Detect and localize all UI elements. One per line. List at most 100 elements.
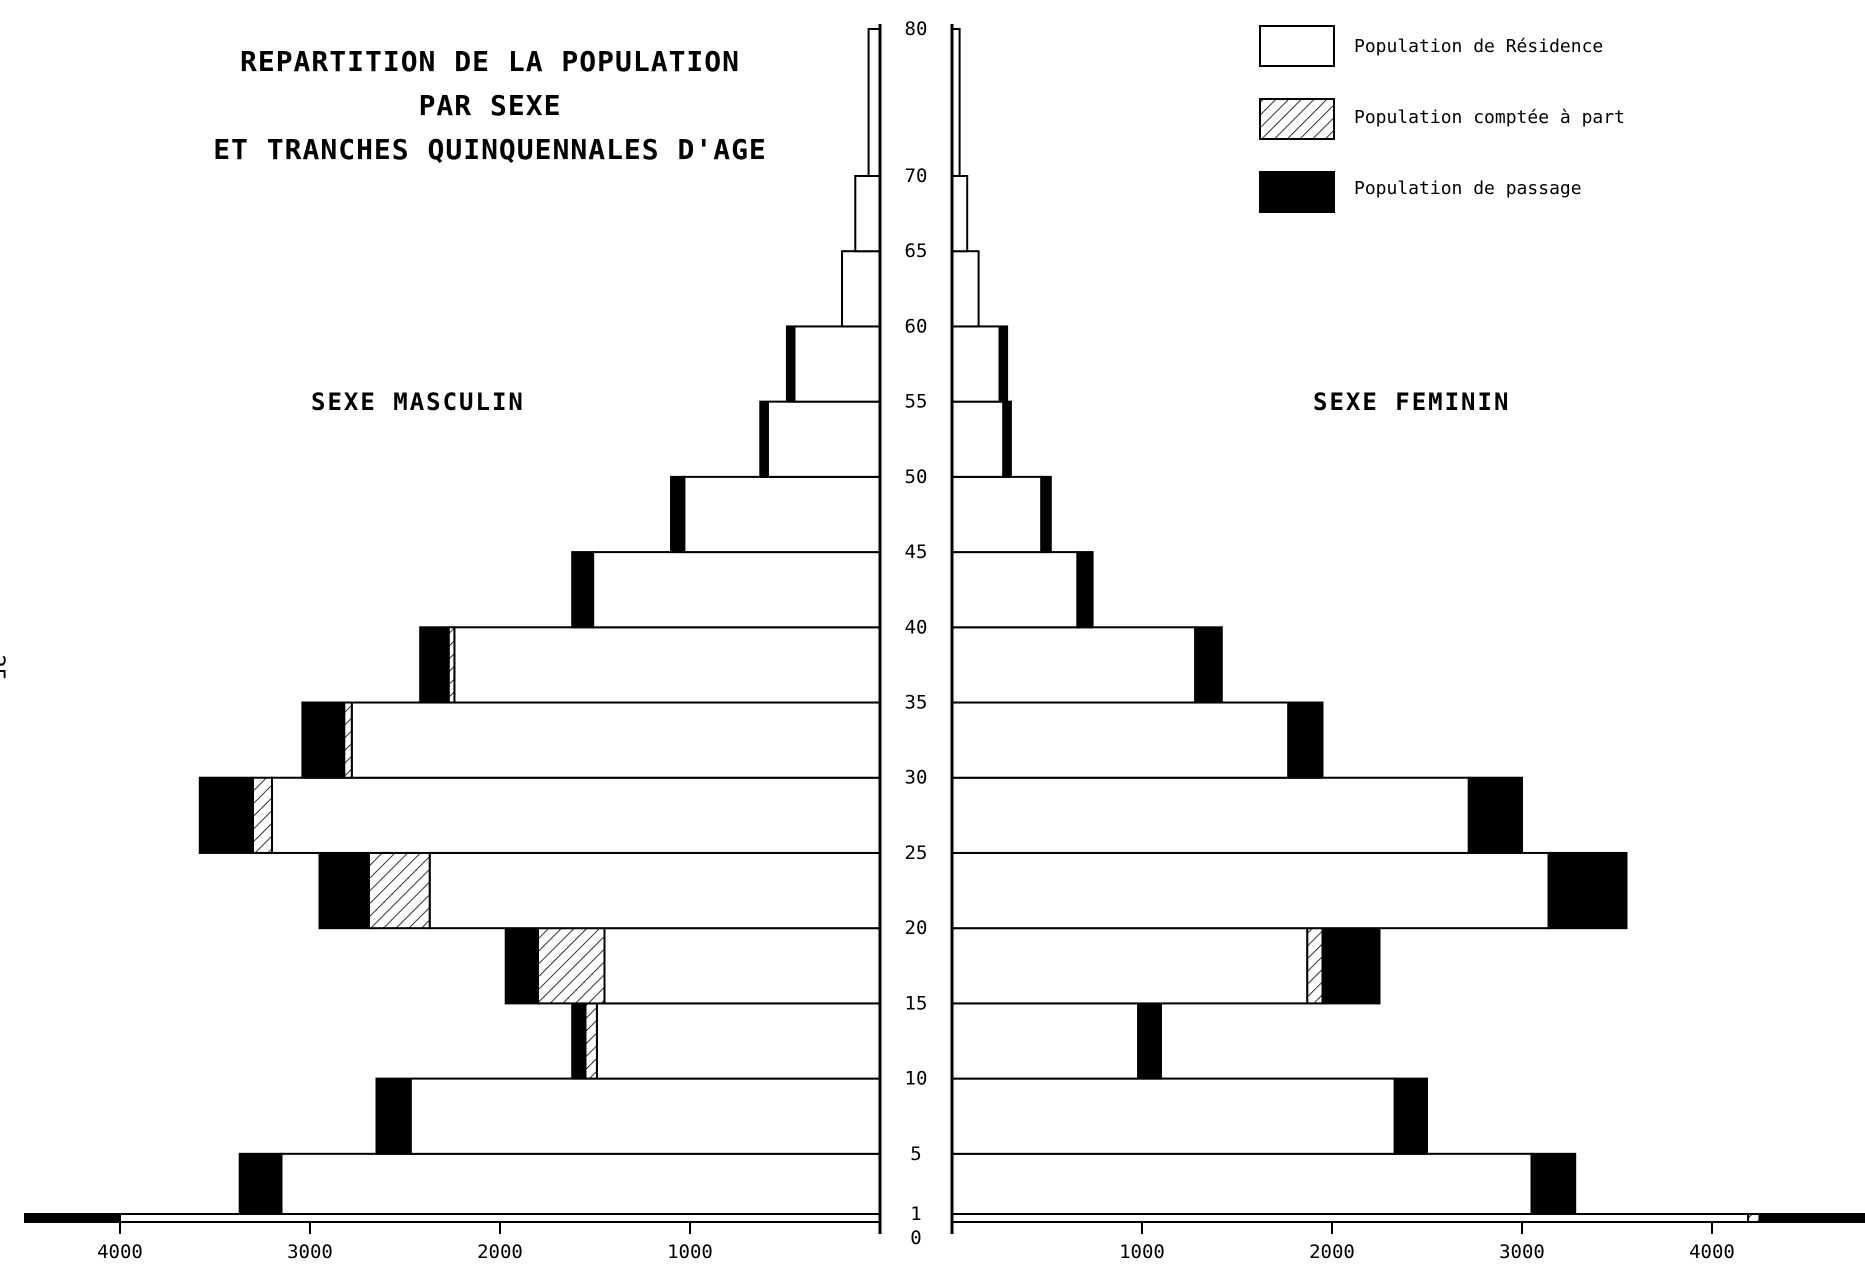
male-residence-bar-45-50 bbox=[683, 475, 881, 554]
male-residence-bar-20-25 bbox=[428, 851, 881, 930]
age-tick-label-5: 5 bbox=[910, 1143, 921, 1165]
female-passage-bar-5-10 bbox=[1393, 1077, 1428, 1155]
male-passage-bar-55-60 bbox=[785, 325, 796, 403]
female-residence-bar-50-55 bbox=[951, 400, 1005, 478]
female-passage-bar-15-20 bbox=[1321, 927, 1381, 1005]
male-passage-bar-5-10 bbox=[375, 1077, 412, 1155]
female-residence-bar-65-70 bbox=[951, 175, 969, 253]
female-residence-bar-0-1 bbox=[951, 1213, 1750, 1223]
male-passage-bar-45-50 bbox=[670, 475, 686, 554]
male-x-tick-label-2000: 2000 bbox=[477, 1241, 523, 1263]
female-apart-bar-15-20 bbox=[1306, 927, 1324, 1005]
female-residence-bar-45-50 bbox=[951, 475, 1043, 554]
female-passage-bar-10-15 bbox=[1137, 1002, 1162, 1080]
female-residence-bar-25-30 bbox=[951, 776, 1470, 854]
male-x-tick-label-4000: 4000 bbox=[97, 1241, 143, 1263]
page-number: - 25 - bbox=[0, 628, 8, 707]
male-residence-bar-10-15 bbox=[595, 1002, 882, 1080]
age-tick-label-50: 50 bbox=[905, 466, 928, 488]
male-passage-bar-20-25 bbox=[318, 851, 370, 930]
male-passage-bar-10-15 bbox=[571, 1002, 587, 1080]
age-tick-label-1: 1 bbox=[910, 1203, 921, 1225]
male-passage-bar-30-35 bbox=[301, 701, 346, 779]
female-residence-bar-55-60 bbox=[951, 325, 1001, 403]
age-tick-label-55: 55 bbox=[905, 391, 928, 413]
age-tick-label-20: 20 bbox=[905, 917, 928, 939]
chart-title: REPARTITION DE LA POPULATION PAR SEXE ET… bbox=[190, 40, 790, 172]
female-x-tick-label-1000: 1000 bbox=[1119, 1241, 1165, 1263]
female-passage-bar-0-1 bbox=[1758, 1213, 1865, 1223]
female-passage-bar-35-40 bbox=[1194, 626, 1223, 704]
legend-swatch-empty bbox=[1259, 25, 1335, 67]
age-tick-label-70: 70 bbox=[905, 165, 928, 187]
male-residence-bar-35-40 bbox=[453, 626, 881, 704]
male-apart-bar-15-20 bbox=[537, 927, 606, 1005]
male-apart-bar-10-15 bbox=[584, 1002, 598, 1080]
female-residence-bar-5-10 bbox=[951, 1077, 1396, 1155]
male-passage-bar-1-5 bbox=[238, 1152, 283, 1215]
male-apart-bar-20-25 bbox=[367, 851, 431, 930]
male-apart-bar-30-35 bbox=[343, 701, 353, 779]
male-residence-bar-40-45 bbox=[592, 551, 881, 629]
male-residence-bar-1-5 bbox=[280, 1152, 881, 1215]
female-passage-bar-40-45 bbox=[1076, 551, 1094, 629]
age-tick-label-45: 45 bbox=[905, 541, 928, 563]
female-x-tick-label-2000: 2000 bbox=[1309, 1241, 1355, 1263]
legend-swatch-solid bbox=[1259, 171, 1335, 213]
male-apart-bar-25-30 bbox=[252, 776, 273, 854]
legend-label-passage: Population de passage bbox=[1354, 178, 1582, 199]
age-tick-label-30: 30 bbox=[905, 767, 928, 789]
male-residence-bar-0-1 bbox=[119, 1213, 881, 1223]
male-x-tick-label-1000: 1000 bbox=[667, 1241, 713, 1263]
male-label: SEXE MASCULIN bbox=[311, 388, 525, 416]
legend-swatch-hatched bbox=[1259, 98, 1335, 140]
female-residence-bar-35-40 bbox=[951, 626, 1197, 704]
female-residence-bar-20-25 bbox=[951, 851, 1550, 930]
age-tick-label-10: 10 bbox=[905, 1068, 928, 1090]
female-label: SEXE FEMININ bbox=[1313, 388, 1511, 416]
male-passage-bar-40-45 bbox=[571, 551, 595, 629]
male-passage-bar-0-1 bbox=[24, 1213, 121, 1223]
male-residence-bar-15-20 bbox=[603, 927, 881, 1005]
legend-swatches bbox=[1259, 25, 1335, 213]
female-passage-bar-25-30 bbox=[1467, 776, 1524, 854]
male-residence-bar-5-10 bbox=[409, 1077, 881, 1155]
male-residence-bar-50-55 bbox=[766, 400, 882, 478]
female-passage-bar-1-5 bbox=[1530, 1152, 1577, 1215]
female-x-tick-label-3000: 3000 bbox=[1499, 1241, 1545, 1263]
female-residence-bar-60-65 bbox=[951, 250, 980, 328]
age-tick-label-0: 0 bbox=[910, 1227, 921, 1249]
male-residence-bar-70-80 bbox=[867, 28, 881, 177]
male-residence-bar-55-60 bbox=[793, 325, 881, 403]
female-x-tick-label-4000: 4000 bbox=[1689, 1241, 1735, 1263]
male-residence-bar-30-35 bbox=[350, 701, 881, 779]
female-passage-bar-30-35 bbox=[1287, 701, 1324, 779]
age-tick-label-35: 35 bbox=[905, 692, 928, 714]
age-tick-label-60: 60 bbox=[905, 315, 928, 337]
female-passage-bar-45-50 bbox=[1040, 475, 1052, 554]
female-passage-bar-55-60 bbox=[998, 325, 1009, 403]
male-passage-bar-25-30 bbox=[198, 776, 255, 854]
age-tick-label-25: 25 bbox=[905, 842, 928, 864]
male-x-tick-label-3000: 3000 bbox=[287, 1241, 333, 1263]
male-passage-bar-15-20 bbox=[504, 927, 540, 1005]
male-residence-bar-60-65 bbox=[841, 250, 881, 328]
male-passage-bar-35-40 bbox=[419, 626, 450, 704]
legend-label-residence: Population de Résidence bbox=[1354, 36, 1604, 57]
legend-label-apart: Population comptée à part bbox=[1354, 107, 1625, 128]
female-residence-bar-15-20 bbox=[951, 927, 1309, 1005]
male-residence-bar-25-30 bbox=[271, 776, 881, 854]
female-apart-bar-0-1 bbox=[1747, 1213, 1761, 1223]
title-line-2: PAR SEXE bbox=[418, 89, 562, 122]
age-tick-label-80: 80 bbox=[905, 18, 928, 40]
female-residence-bar-40-45 bbox=[951, 551, 1079, 629]
title-line-1: REPARTITION DE LA POPULATION bbox=[239, 45, 740, 78]
male-passage-bar-50-55 bbox=[759, 400, 769, 478]
age-tick-label-15: 15 bbox=[905, 992, 928, 1014]
female-residence-bar-1-5 bbox=[951, 1152, 1533, 1215]
bars-layer bbox=[24, 28, 1865, 1223]
age-tick-label-65: 65 bbox=[905, 240, 928, 262]
male-residence-bar-65-70 bbox=[854, 175, 881, 253]
